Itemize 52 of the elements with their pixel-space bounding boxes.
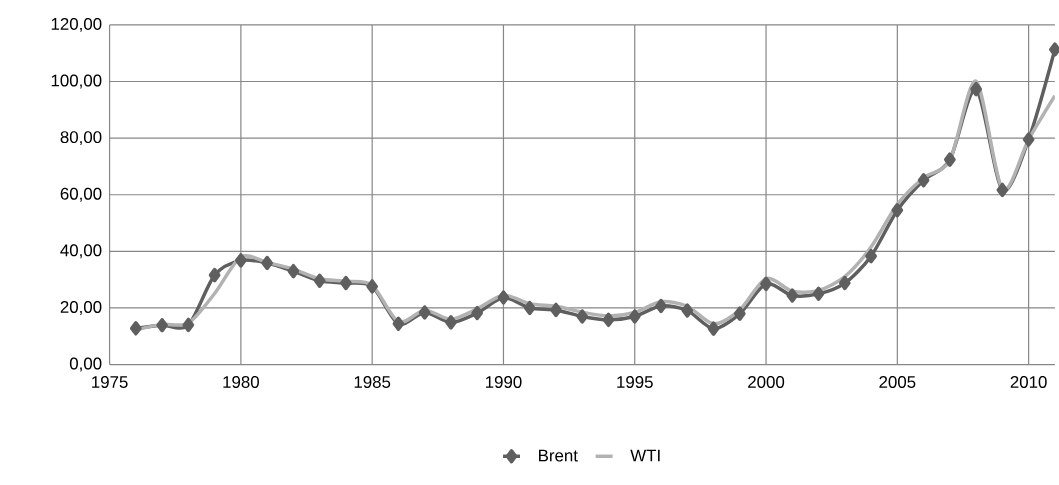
point	[707, 321, 720, 336]
point	[681, 303, 694, 318]
y-tick-label: 80,00	[60, 131, 102, 146]
point	[760, 276, 772, 292]
point	[865, 248, 877, 264]
y-tick-label: 60,00	[60, 187, 102, 202]
y-tick-label: 120,00	[51, 17, 102, 32]
legend-label: Brent	[539, 449, 578, 462]
y-tick-label: 40,00	[60, 244, 102, 259]
point	[943, 152, 956, 167]
x-tick-label: 2000	[748, 375, 785, 388]
point	[786, 288, 799, 303]
x-tick-label: 1995	[617, 375, 653, 388]
point	[366, 279, 379, 294]
point	[392, 316, 405, 331]
point	[733, 306, 746, 321]
point	[917, 173, 930, 188]
point	[208, 267, 221, 283]
point	[182, 317, 195, 333]
point	[497, 290, 510, 305]
point	[340, 275, 352, 291]
point	[1022, 132, 1035, 147]
point	[891, 203, 904, 218]
point	[156, 317, 168, 333]
x-tick-label: 2010	[1010, 375, 1047, 388]
legend-label: WTI	[630, 449, 660, 462]
y-tick-label: 0,00	[69, 357, 102, 372]
point	[655, 298, 667, 314]
point	[129, 321, 142, 336]
point	[996, 182, 1009, 198]
x-tick-label: 1985	[354, 375, 391, 388]
point	[287, 263, 300, 279]
point	[812, 286, 825, 301]
point	[313, 273, 326, 288]
point	[445, 315, 457, 330]
point	[550, 302, 562, 318]
point	[970, 81, 982, 97]
y-tick-label: 100,00	[51, 74, 102, 89]
point	[602, 312, 615, 328]
point	[471, 305, 484, 321]
point	[576, 309, 589, 324]
point	[235, 253, 247, 268]
point	[523, 300, 536, 316]
y-tick-label: 20,00	[60, 300, 102, 315]
x-tick-label: 1975	[92, 375, 128, 388]
x-tick-label: 1990	[485, 375, 522, 388]
point	[838, 275, 851, 291]
point	[261, 255, 273, 271]
point	[418, 305, 431, 320]
point	[628, 309, 641, 324]
x-tick-label: 1980	[223, 375, 259, 388]
x-tick-label: 2005	[879, 375, 916, 388]
